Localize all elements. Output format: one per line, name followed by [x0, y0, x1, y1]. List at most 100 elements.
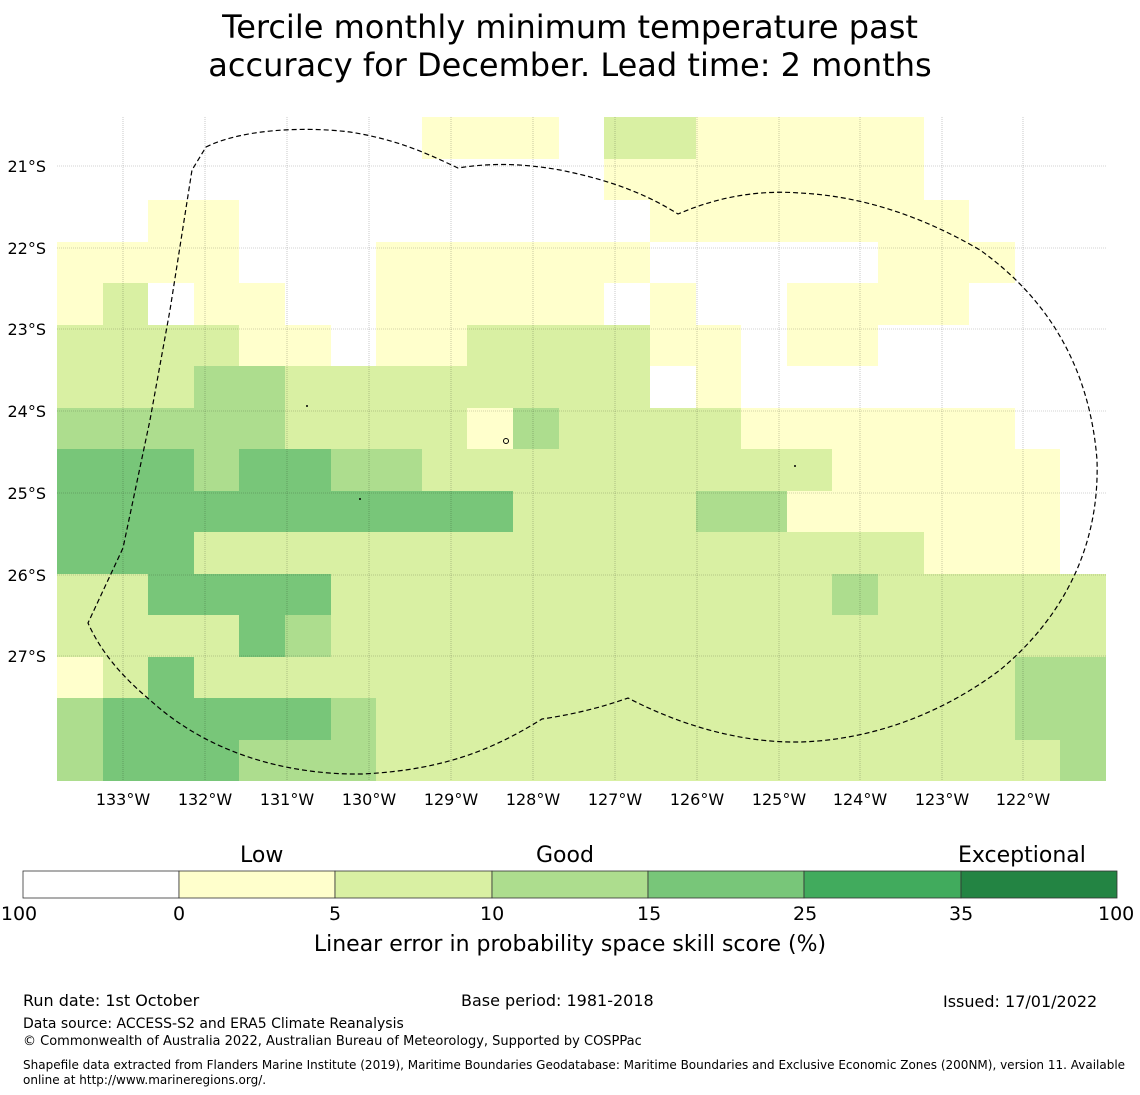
- grid-cell: [148, 366, 194, 408]
- grid-cell: [650, 283, 696, 325]
- grid-cell: [650, 698, 696, 740]
- grid-cell: [787, 283, 832, 325]
- grid-cell: [331, 657, 376, 698]
- grid-cell: [924, 242, 969, 283]
- grid-cell: [832, 740, 878, 781]
- shapefile-credit: Shapefile data extracted from Flanders M…: [23, 1058, 1126, 1087]
- grid-cell: [513, 491, 559, 532]
- grid-cell: [969, 698, 1015, 740]
- base-period: Base period: 1981-2018: [461, 991, 654, 1010]
- lon-label: 125°W: [752, 790, 807, 809]
- grid-cell: [604, 615, 650, 657]
- grid-cell: [103, 698, 148, 740]
- grid-cell: [103, 325, 148, 366]
- grid-cell: [650, 159, 696, 200]
- grid-cell: [604, 574, 650, 615]
- grid-cell: [285, 698, 331, 740]
- grid-cell: [467, 242, 513, 283]
- grid-cell: [787, 698, 832, 740]
- grid-cell: [285, 740, 331, 781]
- grid-cell: [513, 532, 559, 574]
- grid-cell: [696, 200, 741, 242]
- grid-cell: [878, 740, 924, 781]
- grid-cell: [376, 325, 422, 366]
- grid-cell: [194, 698, 239, 740]
- grid-cell: [513, 574, 559, 615]
- lon-label: 122°W: [996, 790, 1051, 809]
- grid-cell: [787, 117, 832, 159]
- grid-cell: [969, 408, 1015, 449]
- grid-cell: [422, 408, 467, 449]
- grid-cell: [832, 491, 878, 532]
- lat-label: 26°S: [7, 566, 46, 585]
- grid-cell: [650, 615, 696, 657]
- grid-cell: [422, 574, 467, 615]
- grid-cell: [787, 408, 832, 449]
- grid-cell: [604, 117, 650, 159]
- grid-cell: [376, 283, 422, 325]
- grid-cell: [467, 740, 513, 781]
- lat-label: 25°S: [7, 484, 46, 503]
- grid-cell: [103, 366, 148, 408]
- grid-cell: [741, 532, 787, 574]
- grid-cell: [148, 325, 194, 366]
- grid-cell: [559, 657, 604, 698]
- grid-cell: [194, 366, 239, 408]
- grid-cell: [148, 574, 194, 615]
- grid-cell: [1060, 657, 1106, 698]
- grid-cell: [376, 532, 422, 574]
- grid-cell: [1060, 698, 1106, 740]
- run-date: Run date: 1st October: [23, 991, 200, 1010]
- island-marker: [503, 438, 509, 444]
- grid-cell: [969, 615, 1015, 657]
- grid-cell: [148, 449, 194, 491]
- grid-cell: [513, 657, 559, 698]
- grid-cell: [787, 491, 832, 532]
- grid-cell: [559, 532, 604, 574]
- grid-cell: [194, 740, 239, 781]
- grid-cell: [878, 574, 924, 615]
- grid-cell: [924, 698, 969, 740]
- grid-cell: [467, 491, 513, 532]
- grid-cell: [513, 740, 559, 781]
- grid-cell: [331, 532, 376, 574]
- grid-cell: [696, 366, 741, 408]
- grid-cell: [513, 615, 559, 657]
- category-exceptional: Exceptional: [958, 843, 1086, 868]
- grid-cell: [148, 698, 194, 740]
- grid-cell: [604, 657, 650, 698]
- grid-cell: [741, 408, 787, 449]
- tick-35: 35: [949, 903, 974, 925]
- grid-cell: [285, 325, 331, 366]
- grid-cell: [878, 408, 924, 449]
- grid-cell: [878, 200, 924, 242]
- grid-cell: [878, 698, 924, 740]
- grid-cell: [650, 491, 696, 532]
- grid-cell: [604, 159, 650, 200]
- grid-cell: [924, 574, 969, 615]
- grid-cell: [285, 532, 331, 574]
- grid-cell: [696, 740, 741, 781]
- grid-cell: [1015, 740, 1060, 781]
- grid-cell: [194, 532, 239, 574]
- grid-cell: [57, 366, 103, 408]
- grid-cell: [696, 159, 741, 200]
- grid-cell: [650, 449, 696, 491]
- grid-cell: [924, 283, 969, 325]
- grid-cell: [924, 449, 969, 491]
- grid-cell: [148, 200, 194, 242]
- grid-cell: [741, 657, 787, 698]
- grid-cell: [467, 283, 513, 325]
- tick-15: 15: [637, 903, 662, 925]
- grid-cell: [331, 408, 376, 449]
- grid-cell: [239, 449, 285, 491]
- tick-m100: -100: [0, 903, 38, 925]
- grid-cell: [878, 283, 924, 325]
- grid-cell: [1015, 532, 1060, 574]
- grid-cell: [787, 657, 832, 698]
- grid-cell: [559, 740, 604, 781]
- grid-cell: [467, 657, 513, 698]
- grid-cell: [832, 657, 878, 698]
- tick-0: 0: [173, 903, 186, 925]
- data-source: Data source: ACCESS-S2 and ERA5 Climate …: [23, 1016, 404, 1032]
